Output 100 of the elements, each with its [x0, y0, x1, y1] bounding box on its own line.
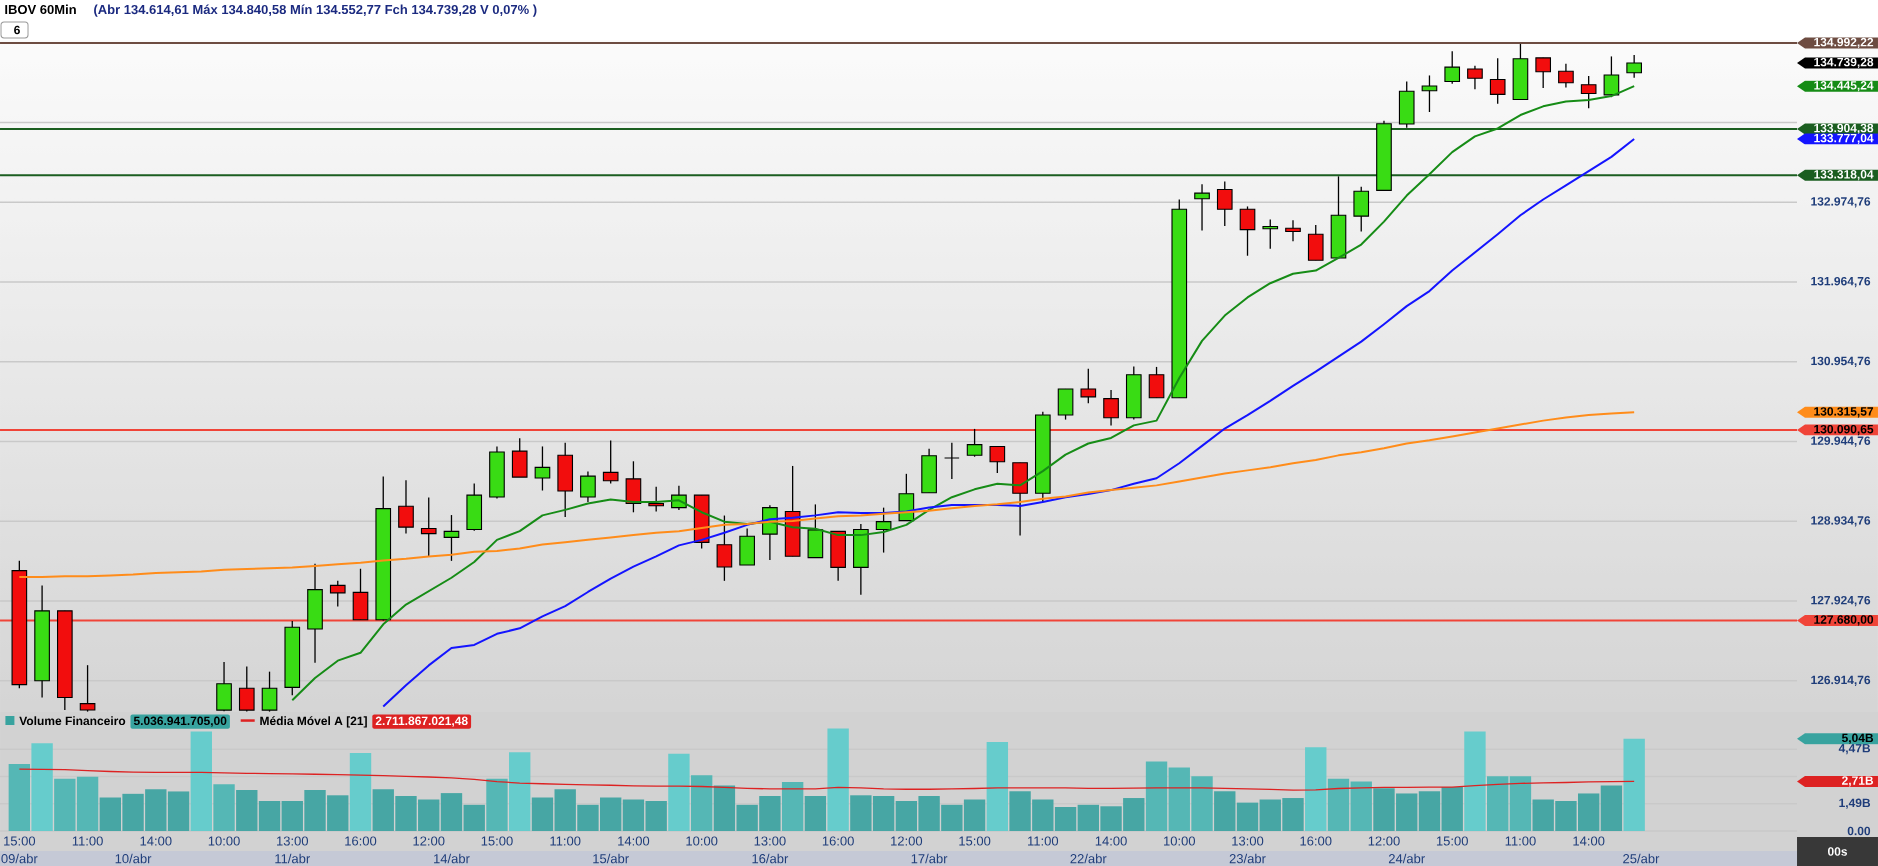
- candlestick: [1489, 57, 1506, 105]
- y-tick-label: 4,47B: [1838, 744, 1871, 755]
- bar: [804, 796, 827, 831]
- bar: [1600, 785, 1623, 831]
- x-tick-label: 15:00: [959, 836, 991, 846]
- bar: [1464, 731, 1486, 831]
- y-tick-label: 127.924,76: [1811, 595, 1871, 607]
- x-tick-label: 14:00: [140, 836, 172, 846]
- candlestick: [1558, 63, 1574, 89]
- bar: [1418, 791, 1441, 831]
- candlestick: [1467, 65, 1483, 90]
- text: 23/abr: [1229, 853, 1266, 864]
- candlestick: [1603, 55, 1620, 98]
- text: 130.315,57: [1814, 407, 1874, 418]
- candlestick: [420, 496, 437, 557]
- x-tick-label: 15:00: [1436, 836, 1468, 846]
- bar: [1236, 802, 1259, 831]
- x-tick-label: 10:00: [208, 836, 240, 846]
- x-tick-label: 11:00: [72, 836, 103, 846]
- text: 134.445,24: [1814, 81, 1874, 92]
- bar: [1350, 781, 1372, 831]
- text: 134.739,28: [1814, 57, 1874, 69]
- x-tick-label: 13:00: [277, 836, 309, 846]
- x-tick-label: 15:00: [481, 836, 513, 846]
- bar: [31, 743, 53, 831]
- bar: [668, 753, 690, 831]
- candlestick: [1444, 50, 1461, 85]
- y-tick-label: 126.914,76: [1811, 675, 1871, 686]
- candlestick: [1080, 368, 1097, 404]
- bar: [1305, 747, 1327, 831]
- candlestick: [875, 506, 892, 554]
- text: 15/abr: [593, 853, 629, 864]
- bar: [8, 763, 31, 831]
- line-series: [18, 411, 1636, 578]
- candlestick: [1626, 54, 1642, 79]
- bar: [463, 804, 485, 831]
- candlestick: [602, 439, 619, 485]
- x-tick-label: 14:00: [1573, 836, 1605, 846]
- bar: [236, 789, 258, 831]
- candlestick: [1239, 205, 1256, 257]
- candlestick: [1216, 180, 1233, 227]
- ref-line-label: 133.318,04: [1814, 170, 1874, 181]
- text: 11/abr: [275, 853, 310, 864]
- candlestick: [1285, 219, 1301, 242]
- candlestick: [1421, 74, 1438, 113]
- x-tick-label: 15:00: [4, 836, 36, 846]
- y-tick-label: 131.964,76: [1811, 276, 1871, 288]
- bar: [190, 731, 212, 831]
- text: 6: [14, 25, 20, 35]
- ref-line-label: 130.090,65: [1814, 424, 1874, 436]
- bar: [1214, 791, 1236, 831]
- candlestick: [580, 470, 596, 503]
- candlestick: [534, 445, 551, 492]
- text: 17/abr: [911, 853, 948, 864]
- x-tick-label: 11:00: [550, 836, 581, 846]
- candlestick: [79, 664, 96, 713]
- x-tick-label: 16:00: [345, 836, 377, 846]
- text: 24/abr: [1388, 853, 1425, 864]
- chart-subtitle: (Abr 134.614,61 Máx 134.840,58 Mín 134.552,77 Fch 134.739,28 V 0,07% ): [94, 4, 537, 17]
- candlestick: [989, 445, 1006, 474]
- candlestick: [1262, 218, 1279, 250]
- text: 14/abr: [434, 853, 470, 864]
- x-tick-label: 13:00: [1232, 836, 1264, 846]
- legend-label: Volume Financeiro: [19, 716, 126, 726]
- candlestick: [443, 514, 460, 562]
- bar: [509, 752, 531, 831]
- y-tick-label: 0.00: [1847, 826, 1871, 836]
- x-tick-label: 16:00: [1300, 836, 1332, 846]
- x-tick-label: 11:00: [1505, 836, 1536, 846]
- text: 10/abr: [115, 853, 152, 864]
- y-tick-label: 1,49B: [1839, 798, 1871, 809]
- candlestick: [1103, 389, 1119, 427]
- bar: [1145, 761, 1168, 831]
- y-tick-label: 128.934,76: [1811, 516, 1871, 527]
- x-tick-label: 10:00: [1164, 836, 1196, 846]
- x-tick-label: 13:00: [754, 836, 786, 846]
- annotation: 2.711.867.021,48: [375, 716, 468, 727]
- legend-label: Média Móvel A [21]: [260, 716, 367, 728]
- text: 133.777,04: [1814, 133, 1874, 145]
- candlestick: [648, 486, 664, 513]
- candlestick: [944, 442, 960, 480]
- ref-line-label: 133.904,38: [1814, 123, 1874, 134]
- candlestick: [1535, 57, 1552, 89]
- candlestick: [1580, 75, 1597, 109]
- bar: [1441, 786, 1463, 831]
- chart-title: IBOV 60Min: [5, 4, 76, 15]
- candlestick: [1194, 183, 1210, 232]
- bar: [1487, 776, 1509, 831]
- text: 22/abr: [1070, 853, 1107, 864]
- bar: [258, 800, 281, 831]
- candlestick: [1148, 366, 1165, 399]
- annotation: 5.036.941.705,00: [133, 716, 227, 727]
- text: 16/abr: [752, 853, 789, 864]
- candlestick: [716, 514, 733, 582]
- bar: [1623, 738, 1645, 831]
- x-tick-label: 11:00: [1028, 836, 1059, 846]
- y-tick-label: 130.954,76: [1811, 356, 1871, 367]
- y-tick-label: 132.974,76: [1811, 197, 1871, 208]
- bar: [349, 753, 372, 831]
- x-tick-label: 12:00: [1368, 836, 1400, 846]
